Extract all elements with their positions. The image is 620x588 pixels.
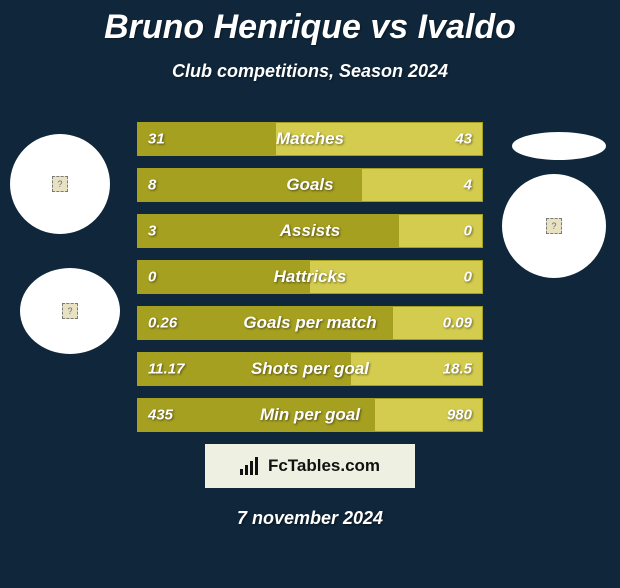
comparison-chart: 31 43 Matches 8 4 Goals 3 0 Assists 0 0 Hattricks 0.…: [137, 122, 483, 432]
stat-row: 31 43 Matches: [137, 122, 483, 156]
stat-value-left: 31: [148, 131, 165, 148]
avatar-placeholder-right-1: [512, 132, 606, 160]
stat-value-right: 43: [455, 131, 472, 148]
stat-value-left: 435: [148, 407, 173, 424]
bar-left-segment: [138, 215, 399, 247]
stat-label: Shots per goal: [251, 359, 369, 379]
stat-value-left: 0.26: [148, 315, 177, 332]
stat-row: 11.17 18.5 Shots per goal: [137, 352, 483, 386]
stat-value-left: 3: [148, 223, 156, 240]
stat-value-left: 11.17: [148, 361, 184, 378]
date-label: 7 november 2024: [0, 508, 620, 529]
stat-value-right: 0: [464, 223, 472, 240]
stat-row: 0 0 Hattricks: [137, 260, 483, 294]
stat-label: Matches: [276, 129, 344, 149]
avatar-placeholder-left-1: ?: [10, 134, 110, 234]
stat-label: Min per goal: [260, 405, 360, 425]
stat-label: Hattricks: [274, 267, 347, 287]
stat-value-right: 0.09: [443, 315, 472, 332]
brand-text: FcTables.com: [268, 456, 380, 476]
stat-label: Goals per match: [243, 313, 376, 333]
stat-value-right: 4: [464, 177, 472, 194]
avatar-placeholder-right-2: ?: [502, 174, 606, 278]
stat-label: Assists: [280, 221, 340, 241]
page-subtitle: Club competitions, Season 2024: [0, 61, 620, 82]
stat-value-right: 980: [447, 407, 472, 424]
stat-value-right: 0: [464, 269, 472, 286]
brand-badge: FcTables.com: [205, 444, 415, 488]
bar-chart-icon: [240, 457, 262, 475]
stat-row: 435 980 Min per goal: [137, 398, 483, 432]
stat-value-right: 18.5: [443, 361, 472, 378]
stat-label: Goals: [286, 175, 333, 195]
page-title: Bruno Henrique vs Ivaldo: [0, 8, 620, 47]
avatar-placeholder-left-2: ?: [20, 268, 120, 354]
stat-row: 3 0 Assists: [137, 214, 483, 248]
stat-value-left: 0: [148, 269, 156, 286]
stat-row: 0.26 0.09 Goals per match: [137, 306, 483, 340]
stat-row: 8 4 Goals: [137, 168, 483, 202]
stat-value-left: 8: [148, 177, 156, 194]
